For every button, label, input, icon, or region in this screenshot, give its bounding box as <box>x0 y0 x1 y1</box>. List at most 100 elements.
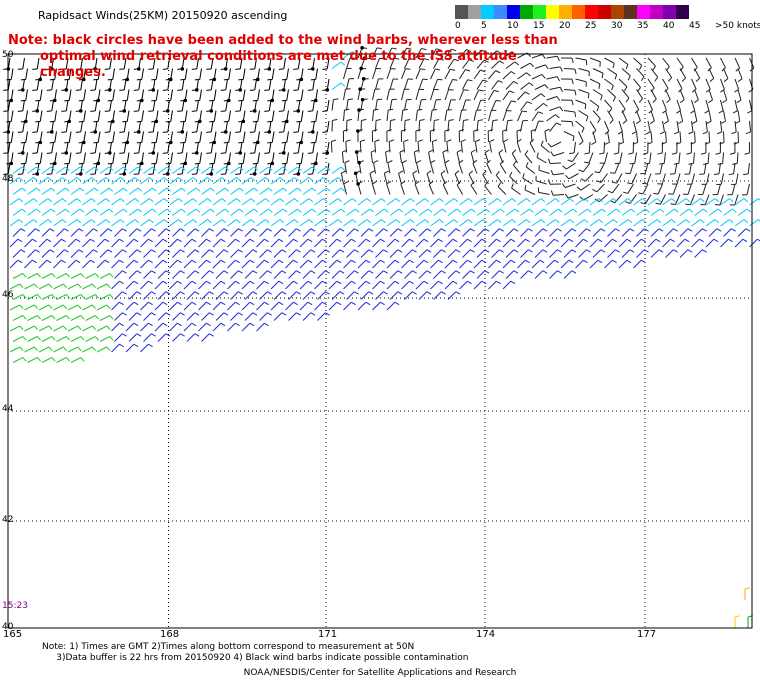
wind-barb <box>155 152 159 164</box>
wind-barb-flag <box>307 110 313 112</box>
wind-barb <box>525 166 536 174</box>
wind-barb-flag <box>540 93 546 98</box>
wind-barb-flag <box>209 291 214 295</box>
wind-barb <box>83 110 86 122</box>
wind-barb <box>51 99 54 111</box>
wind-barb <box>181 78 185 90</box>
wind-barb-flag <box>584 161 590 164</box>
wind-barb-flag <box>307 173 313 175</box>
wind-barb <box>661 173 666 185</box>
wind-barb <box>125 322 135 332</box>
wind-barb <box>650 131 653 143</box>
wind-barb <box>330 141 333 153</box>
wind-barb-flag <box>35 228 40 232</box>
legend-swatch <box>663 5 676 19</box>
wind-barb <box>215 228 225 237</box>
wind-barb <box>373 162 376 174</box>
wind-barb <box>256 177 266 185</box>
wind-barb-flag <box>21 166 27 171</box>
wind-barb <box>41 187 52 195</box>
wind-barb-flag <box>220 173 226 175</box>
wind-barb <box>694 249 703 258</box>
note-line-1: Note: black circles have been added to t… <box>8 33 558 48</box>
wind-barb-flag <box>470 249 475 253</box>
wind-barb-flag <box>80 357 85 362</box>
wind-barb <box>67 346 79 353</box>
wind-barb-flag <box>165 291 171 295</box>
wind-barb-flag <box>281 141 287 144</box>
wind-barb-flag <box>703 208 708 213</box>
wind-barb <box>201 166 211 174</box>
wind-barb-flag <box>412 228 417 232</box>
wind-barb-flag <box>3 89 9 91</box>
wind-barb-flag <box>282 187 288 192</box>
wind-barb-flag <box>148 301 153 306</box>
wind-barb-flag <box>165 312 171 316</box>
wind-barb-flag <box>368 249 374 253</box>
wind-barb-flag <box>659 131 665 135</box>
lon-label-168: 168 <box>160 629 180 640</box>
wind-barb-flag <box>191 110 197 112</box>
wind-barb-flag <box>439 198 444 203</box>
wind-barb <box>299 219 310 227</box>
wind-barb-flag <box>513 228 519 232</box>
wind-barb-flag <box>600 95 603 101</box>
wind-barb-flag <box>163 219 169 224</box>
wind-barb <box>662 99 667 111</box>
wind-barb-flag <box>526 101 532 105</box>
wind-barb <box>198 219 208 227</box>
wind-barb <box>720 120 723 132</box>
wind-barb-flag <box>542 249 548 253</box>
wind-barb-flag <box>557 228 562 232</box>
wind-barb <box>607 208 617 216</box>
wind-barb <box>70 228 80 237</box>
wind-barb <box>254 78 257 90</box>
wind-barb <box>357 47 363 59</box>
contamination-circle <box>168 77 173 82</box>
wind-barb <box>734 194 739 206</box>
wind-barb-flag <box>249 152 255 154</box>
wind-barb-flag <box>206 280 211 285</box>
wind-barb-flag <box>671 219 676 224</box>
wind-barb <box>749 219 759 227</box>
wind-barb-flag <box>178 177 183 182</box>
wind-barb-flag <box>122 99 128 102</box>
wind-barb-flag <box>365 238 371 243</box>
wind-barb-flag <box>684 238 690 243</box>
wind-barb-flag <box>468 198 473 203</box>
wind-barb-flag <box>180 333 185 337</box>
wind-barb <box>462 208 472 216</box>
wind-barb <box>314 177 324 185</box>
wind-barb <box>114 270 123 279</box>
wind-barb-flag <box>337 219 343 224</box>
wind-barb <box>723 110 726 122</box>
wind-barb <box>244 312 254 321</box>
wind-barb-flag <box>571 270 577 274</box>
wind-barb-flag <box>17 238 23 243</box>
wind-barb <box>99 166 110 174</box>
wind-barb-flag <box>61 110 67 112</box>
wind-barb-flag <box>354 249 359 253</box>
wind-barb <box>618 78 628 88</box>
wind-barb <box>27 273 38 279</box>
wind-barb-flag <box>460 139 466 143</box>
wind-barb-flag <box>375 118 381 122</box>
wind-barb <box>607 228 616 237</box>
wind-barb <box>505 100 512 111</box>
legend-swatch <box>546 5 559 19</box>
wind-barb <box>85 208 95 216</box>
wind-barb-flag <box>122 162 128 165</box>
wind-barb <box>473 110 477 122</box>
wind-barb <box>705 219 716 227</box>
wind-barb-flag <box>670 238 675 243</box>
wind-barb-flag <box>388 108 394 111</box>
wind-barb <box>170 131 173 143</box>
wind-barb-flag <box>3 152 9 154</box>
wind-barb <box>24 198 34 206</box>
wind-barb-flag <box>194 312 200 316</box>
wind-barb-flag <box>731 228 736 232</box>
pass-time-label: 15:23 <box>2 601 28 611</box>
wind-barb-flag <box>148 110 154 112</box>
wind-barb <box>346 57 351 69</box>
wind-barb-flag <box>32 68 38 70</box>
